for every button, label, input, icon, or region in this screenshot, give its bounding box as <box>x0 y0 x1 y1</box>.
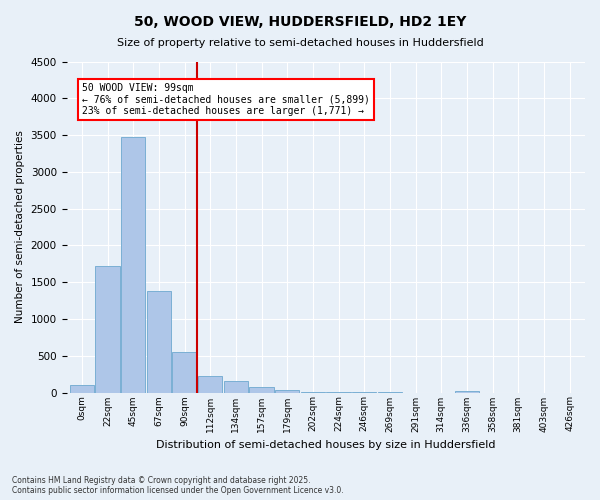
Text: Contains HM Land Registry data © Crown copyright and database right 2025.
Contai: Contains HM Land Registry data © Crown c… <box>12 476 344 495</box>
Bar <box>198 376 223 392</box>
Bar <box>455 390 479 392</box>
Text: Size of property relative to semi-detached houses in Huddersfield: Size of property relative to semi-detach… <box>116 38 484 48</box>
Bar <box>121 136 145 392</box>
Y-axis label: Number of semi-detached properties: Number of semi-detached properties <box>15 130 25 324</box>
Bar <box>95 266 120 392</box>
Bar <box>224 382 248 392</box>
Bar <box>70 385 94 392</box>
Bar <box>147 291 171 392</box>
Text: 50, WOOD VIEW, HUDDERSFIELD, HD2 1EY: 50, WOOD VIEW, HUDDERSFIELD, HD2 1EY <box>134 15 466 29</box>
X-axis label: Distribution of semi-detached houses by size in Huddersfield: Distribution of semi-detached houses by … <box>156 440 496 450</box>
Bar <box>275 390 299 392</box>
Bar <box>172 352 197 393</box>
Text: 50 WOOD VIEW: 99sqm
← 76% of semi-detached houses are smaller (5,899)
23% of sem: 50 WOOD VIEW: 99sqm ← 76% of semi-detach… <box>82 83 370 116</box>
Bar <box>250 386 274 392</box>
